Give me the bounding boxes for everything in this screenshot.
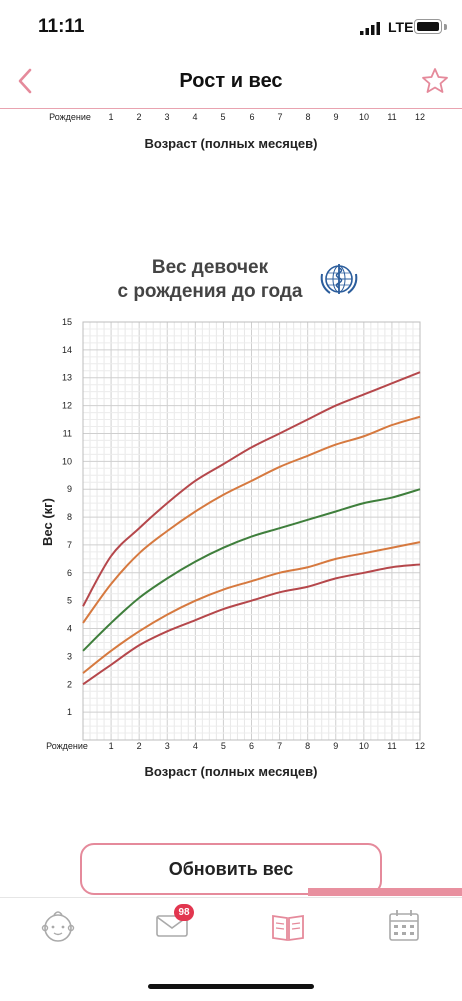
unread-badge: 98 — [174, 904, 194, 921]
top-tick: 9 — [333, 112, 339, 122]
y-tick-label: 5 — [67, 596, 72, 606]
y-tick-label: 12 — [62, 401, 72, 411]
y-tick-label: 15 — [62, 317, 72, 327]
signal-icon — [360, 22, 380, 35]
x-tick-label: 7 — [277, 741, 282, 751]
series-line-1 — [82, 371, 421, 607]
series-line-4 — [82, 541, 421, 674]
y-tick-label: 10 — [62, 456, 72, 466]
x-tick-label: 3 — [165, 741, 170, 751]
top-tick: 3 — [164, 112, 170, 122]
x-tick-label: 12 — [415, 741, 425, 751]
x-tick-label: 8 — [305, 741, 310, 751]
y-tick-label: 4 — [67, 624, 72, 634]
network-label: LTE — [388, 19, 414, 35]
x-tick-label: 1 — [109, 741, 114, 751]
plot-frame — [82, 321, 421, 741]
x-tick-label: 10 — [359, 741, 369, 751]
y-tick-label: 13 — [62, 373, 72, 383]
x-tick-label: 5 — [221, 741, 226, 751]
status-time: 11:11 — [38, 16, 85, 37]
top-tick: 7 — [277, 112, 283, 122]
x-tick-label: 2 — [137, 741, 142, 751]
who-logo-icon — [320, 264, 358, 294]
y-tick-label: 3 — [67, 651, 72, 661]
accent-strip — [308, 888, 462, 896]
chart-title-line-2: с рождения до года — [117, 281, 303, 302]
favorite-star-icon[interactable] — [420, 66, 450, 96]
home-indicator — [148, 984, 314, 989]
update-weight-button[interactable]: Обновить вес — [80, 843, 382, 895]
y-axis-label: Вес (кг) — [40, 498, 55, 546]
top-tick: 11 — [387, 112, 397, 122]
top-tick: 8 — [305, 112, 311, 122]
top-tick: 2 — [136, 112, 142, 122]
top-tick-birth: Рождение — [49, 112, 91, 122]
top-tick: 12 — [414, 112, 426, 122]
y-tick-label: 14 — [62, 345, 72, 355]
chart-title-line-1: Вес девочек — [151, 257, 269, 278]
battery-icon — [414, 19, 442, 34]
x-tick-label: 4 — [193, 741, 198, 751]
y-tick-label: 8 — [67, 512, 72, 522]
tab-calendar-icon[interactable] — [384, 906, 424, 946]
previous-x-axis-label: Возраст (полных месяцев) — [144, 136, 318, 151]
series-line-2 — [82, 415, 421, 624]
series-line-3 — [82, 488, 421, 652]
top-tick: 4 — [192, 112, 198, 122]
y-tick-label: 1 — [67, 707, 72, 717]
nav-bar: Рост и вес — [0, 56, 462, 109]
y-tick-label: 6 — [67, 568, 72, 578]
y-tick-label: 2 — [67, 679, 72, 689]
x-tick-label: 9 — [333, 741, 338, 751]
y-tick-label: 9 — [67, 484, 72, 494]
y-tick-label: 11 — [63, 428, 72, 438]
x-tick-label: 6 — [249, 741, 254, 751]
page-title: Рост и вес — [179, 70, 283, 92]
top-tick: 1 — [108, 112, 114, 122]
y-tick-label: 7 — [67, 540, 72, 550]
series-line-5 — [82, 563, 421, 686]
top-tick: 6 — [249, 112, 255, 122]
back-arrow-icon[interactable] — [12, 66, 40, 96]
previous-chart-axis: Рождение 1 2 3 4 5 6 7 8 9 10 11 12 Возр… — [0, 108, 462, 158]
tab-bar — [0, 897, 462, 1001]
status-bar: 11:11 LTE — [0, 0, 462, 56]
battery-tip — [444, 24, 447, 30]
top-tick: 5 — [220, 112, 226, 122]
x-tick-label: 11 — [387, 741, 396, 751]
x-tick-label-birth: Рождение — [46, 741, 88, 751]
tab-book-icon[interactable] — [268, 906, 308, 946]
top-tick: 10 — [358, 112, 370, 122]
x-axis-label: Возраст (полных месяцев) — [145, 764, 318, 779]
tab-baby-icon[interactable] — [38, 906, 78, 946]
